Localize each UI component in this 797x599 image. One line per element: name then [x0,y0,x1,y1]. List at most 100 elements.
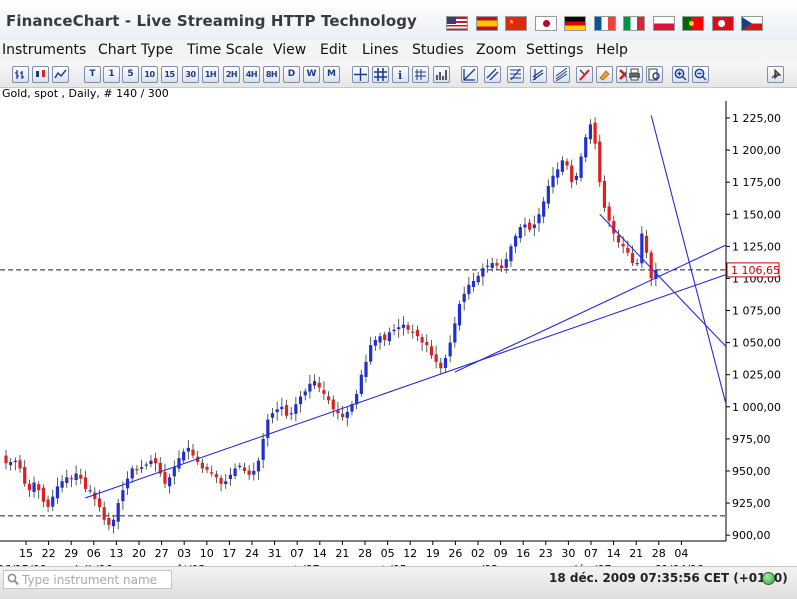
candle[interactable] [247,465,251,480]
flag-jp-icon[interactable] [534,16,557,31]
candle[interactable] [74,465,78,486]
candle[interactable] [345,406,349,427]
candle[interactable] [326,391,331,405]
candle[interactable] [210,465,214,477]
candle[interactable] [453,316,457,348]
candle[interactable] [514,233,518,254]
menu-chart-type[interactable]: Chart Type [98,42,174,58]
instrument-search-box[interactable] [3,570,172,589]
candle[interactable] [55,477,60,504]
trendline-icon[interactable] [461,66,478,83]
candle[interactable] [485,259,490,273]
candle[interactable] [518,223,522,243]
candle[interactable] [27,479,31,498]
menu-edit[interactable]: Edit [320,42,348,58]
candle[interactable] [369,336,373,365]
candle[interactable] [401,316,406,336]
candle[interactable] [168,473,172,494]
menu-view[interactable]: View [273,42,307,58]
magnet-icon[interactable] [576,66,593,83]
candle[interactable] [490,257,494,272]
candle[interactable] [378,332,382,350]
timeframe-w-button[interactable]: W [303,66,320,83]
candle[interactable] [228,467,233,486]
candle[interactable] [23,460,27,487]
candle[interactable] [355,389,359,410]
volume-icon[interactable] [433,66,450,83]
candle[interactable] [471,272,476,292]
flag-de-icon[interactable] [564,16,586,31]
fibonacci-icon[interactable] [507,66,524,83]
menu-zoom[interactable]: Zoom [476,42,517,58]
candle[interactable] [387,327,391,346]
candle[interactable] [350,401,354,416]
menu-lines[interactable]: Lines [362,42,399,58]
flag-tr-icon[interactable] [711,16,734,31]
candle[interactable] [584,133,588,163]
candle[interactable] [411,324,415,339]
candle[interactable] [51,489,55,512]
timeframe-1-button[interactable]: 1 [103,66,120,83]
instrument-search-input[interactable] [22,572,170,587]
candle[interactable] [443,354,448,374]
zoom-out-icon[interactable] [692,66,709,83]
candle[interactable] [359,370,363,397]
candle[interactable] [214,470,218,484]
line-chart-icon[interactable] [52,66,69,83]
flag-pl-icon[interactable] [652,16,675,31]
candle[interactable] [476,271,480,286]
timeframe-15-button[interactable]: 15 [161,66,178,83]
timeframe-5-button[interactable]: 5 [122,66,139,83]
print-icon[interactable] [626,66,643,83]
candle[interactable] [457,300,462,331]
candle[interactable] [238,462,242,470]
candle[interactable] [242,462,247,474]
candle[interactable] [312,374,317,390]
timeframe-m-button[interactable]: M [323,66,340,83]
candle[interactable] [644,230,649,259]
candle[interactable] [107,512,111,531]
candle[interactable] [397,318,401,338]
menu-instruments[interactable]: Instruments [2,42,87,58]
candle[interactable] [121,481,125,510]
candle[interactable] [331,395,335,417]
candle[interactable] [294,396,298,422]
candle[interactable] [308,374,312,399]
candle[interactable] [69,475,74,488]
parallel-lines-icon[interactable] [484,66,501,83]
candle[interactable] [41,484,46,508]
info-icon[interactable]: i [392,66,409,83]
regression-icon[interactable] [553,66,570,83]
trendline[interactable] [85,274,727,499]
price-chart[interactable]: 900,00 925,00 950,00 975,00 1 000,00 1 025,00… [0,101,797,566]
candle[interactable] [336,401,340,420]
candle[interactable] [13,457,17,471]
bar-chart-icon[interactable] [12,66,29,83]
candle[interactable] [4,449,8,470]
candle[interactable] [163,463,167,489]
candle[interactable] [79,468,83,484]
candle[interactable] [499,259,504,273]
crosshair-icon[interactable] [352,66,369,83]
candle[interactable] [256,457,261,480]
candle[interactable] [303,388,307,401]
menu-time-scale[interactable]: Time Scale [187,42,264,58]
candle[interactable] [406,321,410,334]
candle[interactable] [191,443,195,459]
trendlines[interactable] [85,115,727,499]
candle[interactable] [392,324,396,336]
candle[interactable] [46,495,50,513]
candle[interactable] [32,476,36,498]
candle[interactable] [593,117,597,150]
candle[interactable] [144,461,148,470]
candle[interactable] [154,452,158,472]
candle[interactable] [383,331,387,347]
menu-help[interactable]: Help [596,42,628,58]
candle[interactable] [509,243,513,267]
candle[interactable] [523,217,527,237]
menu-settings[interactable]: Settings [526,42,584,58]
timeframe-8h-button[interactable]: 8H [263,66,280,83]
channel-icon[interactable] [530,66,547,83]
candle[interactable] [289,407,293,421]
candle[interactable] [364,354,368,383]
